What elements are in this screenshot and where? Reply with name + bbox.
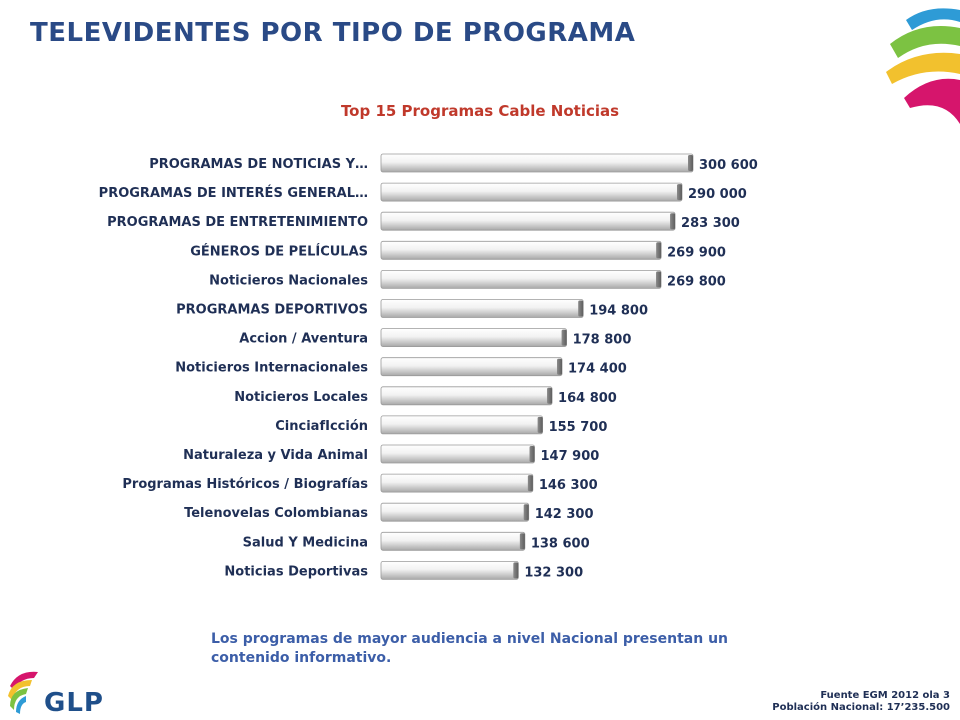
bar-1 bbox=[380, 153, 694, 173]
bar-2 bbox=[380, 182, 683, 202]
bar-end-cap-10 bbox=[537, 416, 543, 433]
bar-end-cap-6 bbox=[578, 300, 584, 317]
bar-end-cap-8 bbox=[557, 358, 563, 375]
bar-5 bbox=[380, 269, 662, 289]
source-footnote: Fuente EGM 2012 ola 3 Población Nacional… bbox=[772, 690, 950, 714]
value-label: 283 300 bbox=[681, 216, 740, 231]
category-label: Accion / Aventura bbox=[239, 332, 368, 347]
bar-11 bbox=[380, 444, 535, 464]
category-label: Telenovelas Colombianas bbox=[184, 506, 368, 521]
value-label: 142 300 bbox=[535, 507, 594, 522]
value-label: 155 700 bbox=[549, 420, 608, 435]
value-label: 138 600 bbox=[531, 536, 590, 551]
category-label: Noticieros Internacionales bbox=[175, 361, 368, 376]
value-label: 147 900 bbox=[541, 449, 600, 464]
category-label: PROGRAMAS DEPORTIVOS bbox=[176, 303, 368, 318]
category-label: Salud Y Medicina bbox=[243, 535, 368, 550]
category-label: PROGRAMAS DE ENTRETENIMIENTO bbox=[107, 215, 368, 230]
bar-6 bbox=[380, 299, 584, 318]
population-line: Población Nacional: 17’235.500 bbox=[772, 702, 950, 713]
bar-8 bbox=[380, 357, 563, 377]
category-label: PROGRAMAS DE INTERÉS GENERAL… bbox=[99, 185, 368, 201]
bar-10 bbox=[380, 415, 544, 435]
bar-end-cap-2 bbox=[676, 184, 682, 201]
value-label: 146 300 bbox=[539, 478, 598, 493]
value-label: 132 300 bbox=[524, 565, 583, 580]
bar-4 bbox=[380, 240, 662, 260]
bar-end-cap-4 bbox=[656, 242, 662, 259]
category-label: PROGRAMAS DE NOTICIAS Y… bbox=[149, 157, 368, 172]
bar-13 bbox=[380, 502, 530, 522]
bar-end-cap-13 bbox=[523, 504, 529, 521]
bar-end-cap-14 bbox=[519, 533, 525, 550]
bar-14 bbox=[380, 531, 526, 551]
logo-text: GLP bbox=[44, 688, 104, 718]
value-label: 194 800 bbox=[589, 304, 648, 319]
bar-15 bbox=[380, 561, 519, 580]
category-label: Noticias Deportivas bbox=[224, 564, 368, 579]
bar-end-cap-7 bbox=[561, 329, 567, 346]
category-label: GÉNEROS DE PELÍCULAS bbox=[190, 243, 368, 259]
source-line: Fuente EGM 2012 ola 3 bbox=[820, 690, 950, 701]
bar-9 bbox=[380, 386, 553, 406]
category-label: Programas Históricos / Biografías bbox=[122, 477, 368, 492]
bar-end-cap-9 bbox=[547, 387, 553, 404]
category-label: CinciafIcción bbox=[275, 419, 368, 434]
corner-decoration bbox=[886, 8, 960, 124]
bar-7 bbox=[380, 328, 567, 348]
bar-end-cap-15 bbox=[513, 562, 519, 579]
bar-end-cap-5 bbox=[656, 271, 662, 288]
bar-end-cap-11 bbox=[529, 446, 535, 462]
bar-end-cap-1 bbox=[688, 155, 693, 171]
bar-12 bbox=[380, 473, 534, 493]
category-label: Noticieros Nacionales bbox=[209, 273, 368, 288]
chart-title: Top 15 Programas Cable Noticias bbox=[340, 102, 620, 120]
category-label: Noticieros Locales bbox=[234, 390, 368, 405]
value-label: 269 900 bbox=[667, 245, 726, 260]
bar-chart: PROGRAMAS DE NOTICIAS Y… 300 600 PROGRAMAS… bbox=[99, 153, 758, 580]
value-label: 174 400 bbox=[568, 362, 627, 377]
value-label: 178 800 bbox=[573, 333, 632, 348]
value-label: 164 800 bbox=[558, 391, 617, 406]
value-label: 300 600 bbox=[699, 158, 758, 173]
glp-logo-mark bbox=[8, 671, 38, 714]
page-title: TELEVIDENTES POR TIPO DE PROGRAMA bbox=[30, 18, 636, 48]
bar-end-cap-3 bbox=[670, 213, 676, 230]
bar-3 bbox=[380, 211, 676, 231]
value-label: 290 000 bbox=[688, 187, 747, 202]
bar-end-cap-12 bbox=[527, 475, 533, 492]
category-label: Naturaleza y Vida Animal bbox=[183, 448, 368, 463]
summary-note: Los programas de mayor audiencia a nivel… bbox=[211, 631, 729, 666]
value-label: 269 800 bbox=[667, 274, 726, 289]
